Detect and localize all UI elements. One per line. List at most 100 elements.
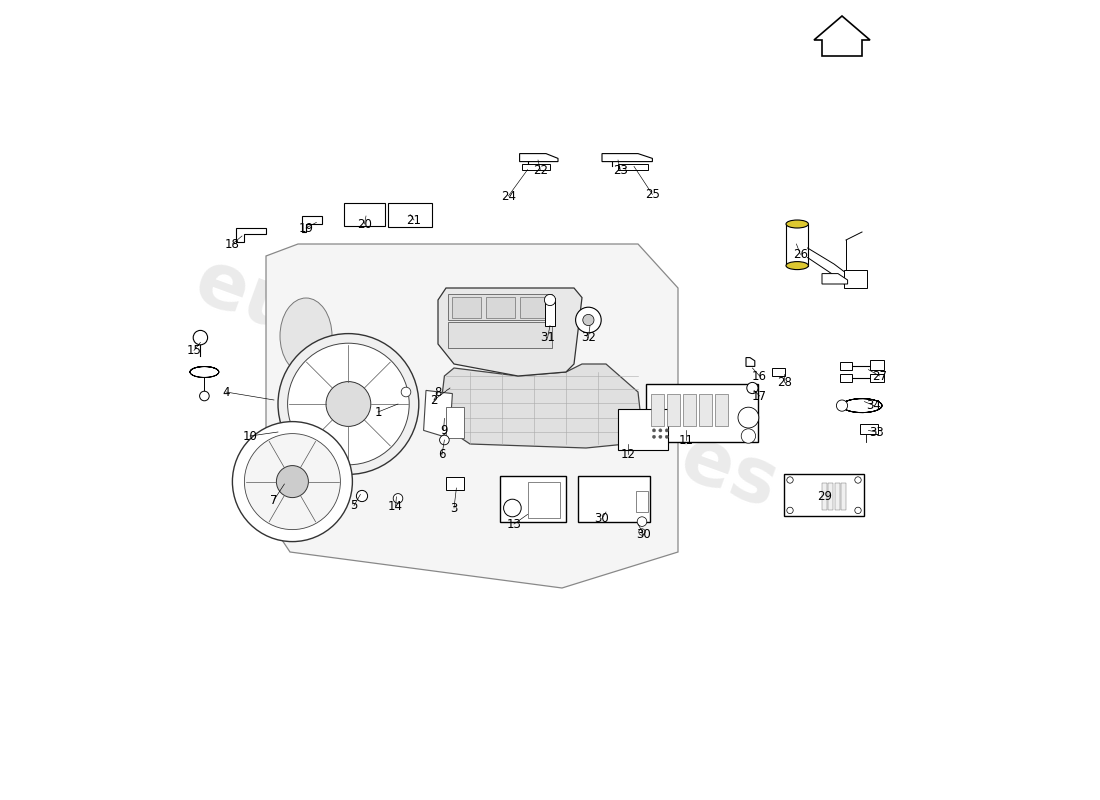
- Bar: [618, 409, 668, 450]
- Circle shape: [855, 507, 861, 514]
- Bar: [784, 474, 865, 516]
- Text: 14: 14: [388, 500, 403, 513]
- Bar: [452, 297, 481, 318]
- Text: 17: 17: [752, 390, 767, 402]
- Circle shape: [278, 334, 419, 474]
- Bar: [786, 224, 808, 266]
- Text: 24: 24: [500, 190, 516, 202]
- Text: 28: 28: [777, 376, 792, 389]
- Circle shape: [199, 391, 209, 401]
- Circle shape: [836, 400, 848, 411]
- Polygon shape: [236, 228, 266, 242]
- Polygon shape: [522, 164, 550, 170]
- Bar: [528, 482, 560, 518]
- Text: 8: 8: [434, 386, 442, 398]
- Ellipse shape: [786, 262, 808, 270]
- Text: 3: 3: [450, 502, 458, 514]
- Circle shape: [326, 382, 371, 426]
- Circle shape: [666, 435, 669, 438]
- Text: 15: 15: [187, 344, 201, 357]
- Text: 18: 18: [226, 238, 240, 250]
- Text: 19: 19: [298, 222, 314, 234]
- Circle shape: [356, 490, 367, 502]
- Bar: [343, 203, 385, 226]
- Bar: [715, 394, 727, 426]
- Polygon shape: [519, 154, 558, 162]
- Text: 20: 20: [358, 218, 372, 230]
- Text: 30: 30: [636, 528, 651, 541]
- Polygon shape: [618, 164, 648, 170]
- Text: 7: 7: [271, 494, 277, 506]
- Text: 16: 16: [752, 370, 767, 382]
- Circle shape: [232, 422, 352, 542]
- Text: 31: 31: [540, 331, 556, 344]
- Bar: [637, 491, 648, 512]
- Circle shape: [786, 477, 793, 483]
- Polygon shape: [822, 274, 848, 284]
- Bar: [486, 297, 515, 318]
- Text: 22: 22: [532, 164, 548, 177]
- Circle shape: [738, 407, 759, 428]
- Text: 23: 23: [613, 164, 628, 177]
- Text: 4: 4: [222, 386, 230, 398]
- Bar: [646, 384, 758, 442]
- Polygon shape: [442, 364, 642, 448]
- Bar: [835, 483, 839, 510]
- Bar: [651, 394, 663, 426]
- Text: 34: 34: [867, 399, 881, 412]
- Polygon shape: [746, 358, 755, 366]
- Polygon shape: [438, 288, 582, 376]
- Circle shape: [504, 499, 521, 517]
- Text: 2: 2: [430, 394, 438, 406]
- Bar: [388, 203, 432, 227]
- Text: a passion for parts since 1985: a passion for parts since 1985: [339, 482, 634, 542]
- Polygon shape: [814, 16, 870, 56]
- Ellipse shape: [280, 298, 332, 374]
- Text: 13: 13: [507, 518, 521, 530]
- Bar: [870, 360, 884, 370]
- Bar: [845, 270, 867, 288]
- Text: 27: 27: [872, 370, 887, 382]
- Text: 10: 10: [243, 430, 257, 442]
- Bar: [449, 322, 552, 348]
- Circle shape: [741, 429, 756, 443]
- Bar: [578, 476, 650, 522]
- Circle shape: [244, 434, 340, 530]
- Text: 12: 12: [620, 448, 636, 461]
- Bar: [500, 476, 566, 522]
- Bar: [822, 483, 827, 510]
- Circle shape: [583, 314, 594, 326]
- Circle shape: [652, 435, 656, 438]
- Text: 29: 29: [817, 490, 832, 502]
- Bar: [828, 483, 833, 510]
- Bar: [449, 294, 552, 320]
- Text: 26: 26: [793, 248, 807, 261]
- Text: 6: 6: [438, 448, 446, 461]
- Circle shape: [393, 494, 403, 503]
- Bar: [446, 407, 463, 438]
- Circle shape: [855, 477, 861, 483]
- Bar: [519, 297, 549, 318]
- Bar: [840, 374, 852, 382]
- Bar: [446, 477, 463, 490]
- Text: 30: 30: [595, 512, 609, 525]
- Bar: [842, 483, 846, 510]
- Text: 33: 33: [869, 426, 883, 438]
- Circle shape: [659, 429, 662, 432]
- Text: 32: 32: [581, 331, 596, 344]
- Circle shape: [440, 435, 449, 445]
- Bar: [698, 394, 712, 426]
- Circle shape: [666, 429, 669, 432]
- Bar: [683, 394, 695, 426]
- Text: 1: 1: [374, 406, 382, 418]
- Ellipse shape: [786, 220, 808, 228]
- Circle shape: [402, 387, 410, 397]
- Text: 9: 9: [440, 424, 448, 437]
- Circle shape: [287, 343, 409, 465]
- Circle shape: [276, 466, 308, 498]
- Circle shape: [639, 529, 646, 535]
- Bar: [870, 374, 884, 382]
- Circle shape: [194, 330, 208, 345]
- Bar: [772, 368, 785, 376]
- Polygon shape: [302, 216, 322, 232]
